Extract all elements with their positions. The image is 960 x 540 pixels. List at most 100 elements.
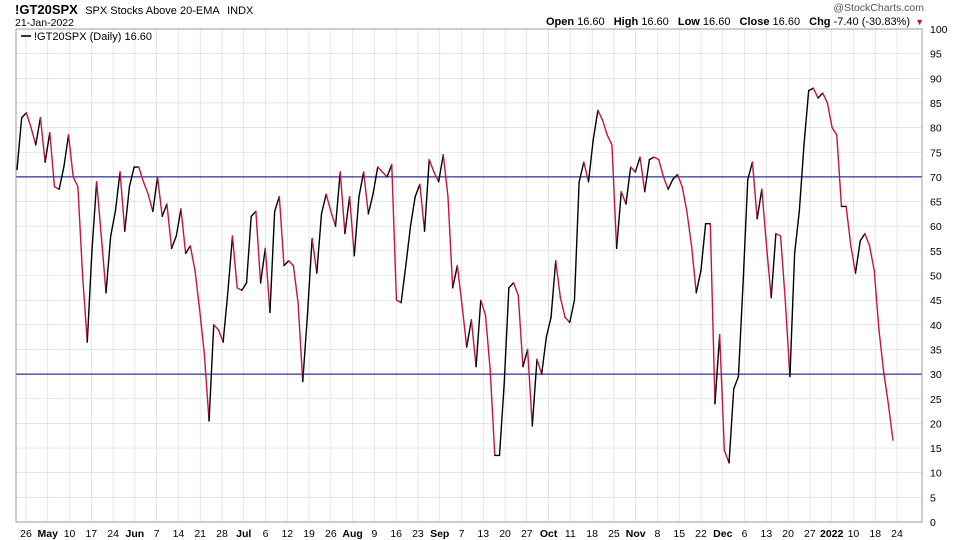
x-tick-label: 10 [64, 528, 76, 540]
series-segment [386, 163, 393, 178]
series-segment [751, 161, 758, 220]
series-segment [231, 235, 238, 289]
series-segment [334, 171, 341, 227]
x-tick-label: 15 [673, 528, 685, 540]
series-segment [859, 232, 866, 242]
series-segment [775, 232, 782, 237]
x-tick-label: Aug [342, 528, 362, 540]
chg-label: Chg [809, 16, 831, 28]
series-segment [826, 102, 833, 129]
series-segment [44, 131, 51, 163]
series-segment [587, 139, 594, 183]
y-tick-label: 60 [930, 221, 942, 233]
credit-label: @StockCharts.com [833, 2, 924, 14]
series-segment [20, 112, 28, 119]
ohlc-readout: Open 16.60 High 16.60 Low 16.60 Close 16… [540, 16, 924, 28]
open-label: Open [545, 16, 575, 28]
series-segment [611, 144, 618, 250]
series-segment [480, 299, 487, 316]
series-segment [653, 156, 660, 161]
x-tick-label: 16 [390, 528, 402, 540]
x-tick-label: 18 [586, 528, 598, 540]
series-segment [559, 296, 566, 319]
series-segment [278, 195, 285, 267]
y-tick-label: 30 [930, 369, 942, 381]
series-segment [16, 117, 23, 171]
series-segment [658, 158, 665, 178]
series-segment [531, 358, 538, 427]
series-segment [124, 186, 131, 232]
series-segment [222, 292, 229, 343]
series-segment [49, 131, 56, 188]
series-segment [868, 245, 875, 272]
series-segment [526, 348, 533, 427]
series-segment [180, 208, 187, 255]
chart-date: 21-Jan-2022 [15, 17, 74, 29]
x-tick-label: 6 [742, 528, 748, 540]
series-segment [433, 171, 440, 183]
series-segment [503, 287, 510, 385]
series-segment [831, 126, 838, 136]
series-segment [67, 134, 74, 178]
series-segment [545, 316, 552, 338]
series-segment [381, 171, 388, 178]
series-segment [156, 176, 163, 218]
series-segment [709, 223, 716, 405]
x-tick-label: 13 [761, 528, 773, 540]
series-segment [25, 112, 32, 129]
x-tick-label: 8 [655, 528, 661, 540]
series-segment [184, 245, 192, 255]
series-segment [606, 134, 613, 146]
series-segment [578, 161, 585, 183]
x-tick-label: Sep [430, 528, 449, 540]
down-triangle-icon: ▼ [915, 17, 924, 27]
series-segment [695, 269, 702, 294]
series-segment [569, 299, 576, 324]
x-tick-label: 9 [371, 528, 377, 540]
series-segment [517, 294, 524, 368]
series-segment [288, 260, 295, 267]
series-segment [442, 154, 449, 198]
series-segment [615, 190, 622, 250]
series-segment [419, 183, 426, 232]
series-segment [39, 117, 46, 163]
series-segment [58, 166, 65, 190]
y-tick-label: 100 [930, 24, 948, 36]
y-tick-label: 90 [930, 73, 942, 85]
x-tick-label: 26 [20, 528, 32, 540]
series-segment [213, 324, 220, 331]
series-segment [639, 156, 646, 193]
x-tick-label: 13 [477, 528, 489, 540]
close-label: Close [739, 16, 770, 28]
series-segment [489, 368, 496, 457]
series-segment [35, 117, 42, 146]
y-tick-label: 95 [930, 49, 942, 61]
series-segment [601, 119, 608, 136]
series-segment [227, 235, 234, 294]
series-segment [264, 247, 271, 314]
series-segment [250, 210, 257, 218]
series-segment [620, 190, 627, 205]
x-tick-label: 24 [107, 528, 119, 540]
x-tick-label: 22 [695, 528, 707, 540]
series-segment [236, 287, 243, 291]
series-segment [648, 156, 655, 161]
x-tick-label: 18 [869, 528, 881, 540]
series-segment [564, 316, 571, 324]
high-value: 16.60 [641, 16, 669, 28]
x-tick-label: May [38, 528, 59, 540]
y-tick-label: 45 [930, 295, 942, 307]
series-segment [302, 314, 309, 383]
series-segment [152, 176, 159, 213]
series-segment [864, 232, 871, 247]
y-tick-label: 65 [930, 197, 942, 209]
series-segment [793, 210, 801, 255]
chg-value: -7.40 (-30.83%) [833, 16, 911, 28]
series-segment [311, 237, 318, 274]
x-tick-label: 11 [565, 528, 576, 540]
series-segment [414, 183, 421, 198]
series-segment [522, 348, 529, 368]
series-segment [166, 203, 173, 250]
symbol-description: SPX Stocks Above 20-EMA [85, 5, 220, 17]
series-segment [803, 89, 810, 146]
